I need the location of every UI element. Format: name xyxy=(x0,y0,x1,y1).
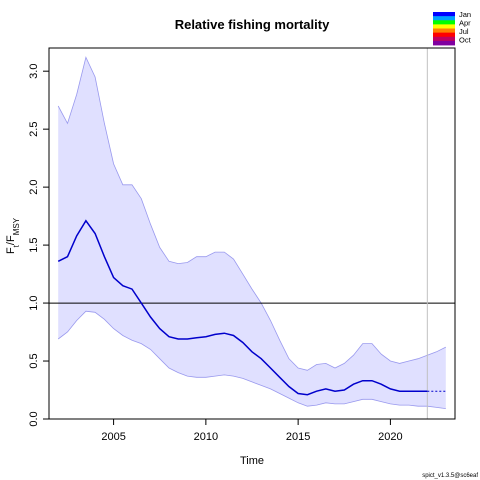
y-tick-label: 3.0 xyxy=(28,64,40,79)
confidence-band-lower xyxy=(57,310,446,409)
legend-label: Oct xyxy=(459,36,472,45)
legend-color-swatch xyxy=(433,32,455,38)
series-layer xyxy=(57,219,446,396)
legend-color-swatch xyxy=(433,16,455,21)
y-axis-label-den: /F xyxy=(5,235,17,245)
legend-label: Jan xyxy=(459,10,471,19)
y-tick-label: 2.5 xyxy=(28,122,40,137)
y-tick-label: 0.5 xyxy=(28,353,40,368)
x-tick-label: 2015 xyxy=(286,431,310,443)
y-axis-label-sub: t xyxy=(12,244,21,247)
y-axis-label-main: F xyxy=(5,247,17,254)
y-axis: 0.0 0.5 1.0 1.5 2.0 2.5 3.0 xyxy=(28,64,50,427)
legend-color-swatch xyxy=(433,12,455,17)
x-tick-label: 2010 xyxy=(194,431,218,443)
confidence-band-area xyxy=(58,57,446,409)
legend-color-swatch xyxy=(433,24,455,29)
confidence-band-layer xyxy=(57,56,446,409)
y-tick-label: 1.5 xyxy=(28,237,40,252)
y-tick-label: 0.0 xyxy=(28,411,40,426)
legend-label: Jul xyxy=(459,27,469,36)
legend-label: Apr xyxy=(459,19,471,28)
legend-color-swatch xyxy=(433,40,455,46)
reference-lines-layer xyxy=(49,48,455,419)
legend-color-swatch xyxy=(433,20,455,25)
series-estimate-line xyxy=(57,219,428,396)
x-tick-label: 2005 xyxy=(101,431,125,443)
y-tick-label: 1.0 xyxy=(28,295,40,310)
legend-color-swatch xyxy=(433,36,455,42)
x-axis: 2005 2010 2015 2020 xyxy=(101,418,403,443)
x-axis-label: Time xyxy=(240,455,264,467)
legend-color-swatch xyxy=(433,28,455,34)
y-axis-label: Ft/FMSY xyxy=(5,217,21,254)
y-tick-label: 2.0 xyxy=(28,179,40,194)
chart-title: Relative fishing mortality xyxy=(175,17,330,32)
y-axis-label-den-sub: MSY xyxy=(12,217,21,235)
version-label: spict_v1.3.5@sc6eaf xyxy=(422,473,478,479)
confidence-band-upper xyxy=(57,56,446,371)
x-tick-label: 2020 xyxy=(378,431,402,443)
